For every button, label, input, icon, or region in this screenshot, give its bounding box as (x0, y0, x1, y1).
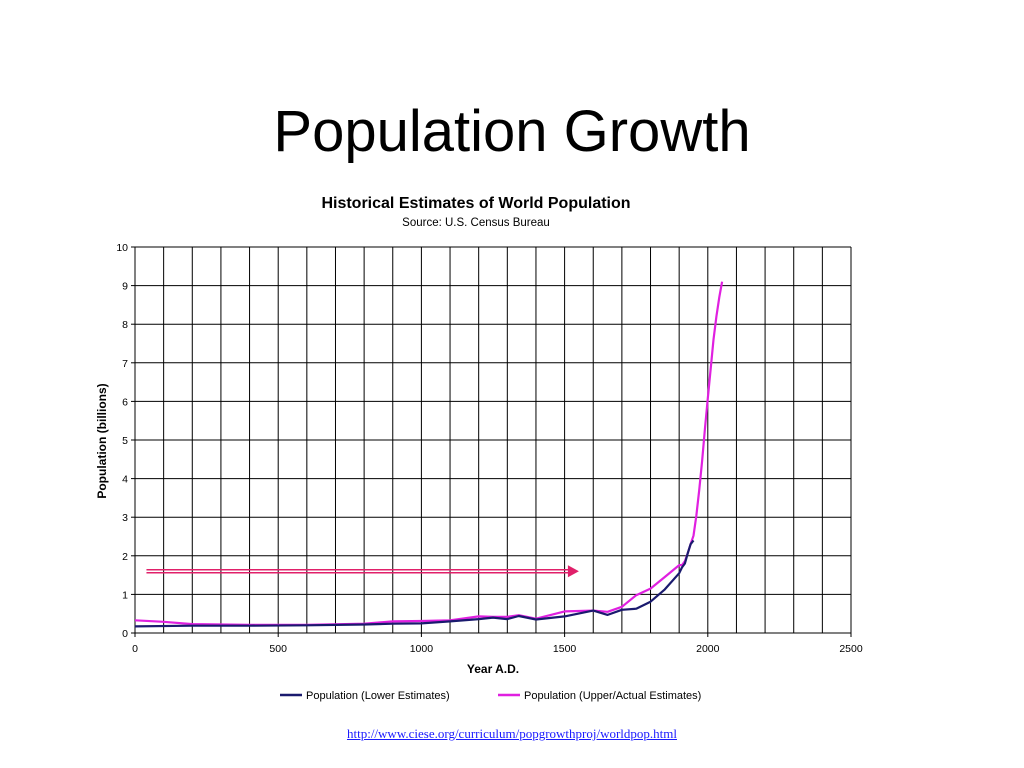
y-tick-label: 5 (122, 435, 128, 447)
legend: Population (Lower Estimates) Population … (280, 690, 701, 702)
annotations (146, 565, 579, 578)
legend-label-lower: Population (Lower Estimates) (306, 690, 450, 702)
legend-label-upper: Population (Upper/Actual Estimates) (524, 690, 701, 702)
annotation-arrow-head (567, 565, 579, 578)
y-tick-label: 7 (122, 358, 128, 370)
y-tick-label: 0 (122, 628, 128, 640)
y-tick-label: 2 (122, 551, 128, 563)
axis-ticks: 0 1 2 3 4 5 6 7 8 9 10 0 500 1000 1500 2000 2500 (116, 242, 863, 655)
y-tick-label: 10 (116, 242, 128, 254)
y-tick-label: 4 (122, 474, 128, 486)
y-tick-label: 9 (122, 281, 128, 293)
grid (134, 246, 852, 634)
y-tick-label: 3 (122, 512, 128, 524)
x-tick-label: 2500 (839, 643, 863, 655)
x-tick-label: 1000 (410, 643, 434, 655)
series-line-upper (134, 281, 724, 627)
x-tick-label: 500 (269, 643, 287, 655)
y-axis-label: Population (billions) (95, 383, 109, 498)
series-line-lower (134, 539, 695, 628)
x-tick-label: 1500 (553, 643, 577, 655)
y-tick-label: 1 (122, 589, 128, 601)
source-link[interactable]: http://www.ciese.org/curriculum/popgrowt… (346, 726, 677, 741)
slide-title: Population Growth (273, 99, 751, 164)
x-tick-label: 0 (132, 643, 138, 655)
x-axis-label: Year A.D. (467, 662, 519, 676)
x-tick-label: 2000 (696, 643, 720, 655)
chart-title: Historical Estimates of World Population (321, 195, 630, 212)
y-tick-label: 8 (122, 319, 128, 331)
series-lines (134, 281, 724, 628)
chart-subtitle: Source: U.S. Census Bureau (402, 217, 550, 229)
y-tick-label: 6 (122, 396, 128, 408)
